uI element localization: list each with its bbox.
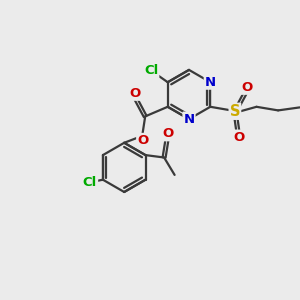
- Text: O: O: [129, 87, 141, 100]
- Text: O: O: [234, 130, 245, 144]
- Text: O: O: [241, 81, 253, 94]
- Text: Cl: Cl: [144, 64, 158, 77]
- Text: Cl: Cl: [83, 176, 97, 189]
- Text: N: N: [183, 112, 195, 126]
- Text: O: O: [162, 127, 173, 140]
- Text: O: O: [137, 134, 148, 147]
- Text: N: N: [205, 76, 216, 89]
- Text: S: S: [230, 104, 240, 119]
